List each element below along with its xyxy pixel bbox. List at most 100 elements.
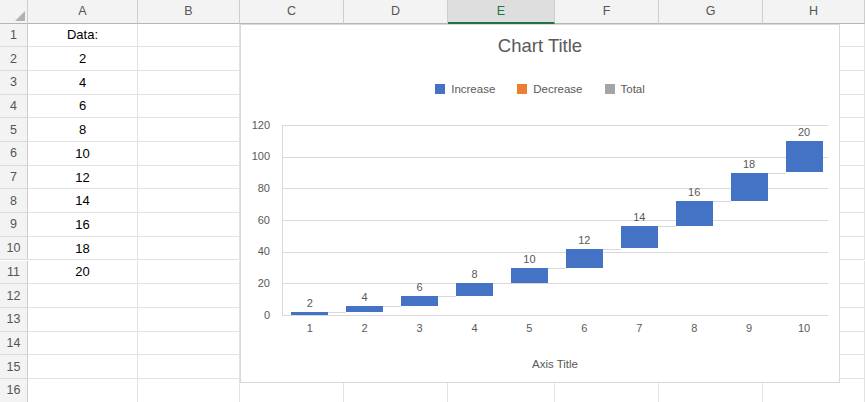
x-axis-tick-label: 2 <box>338 322 392 334</box>
data-label[interactable]: 14 <box>612 211 666 223</box>
row-header-1[interactable]: 1 <box>0 24 28 48</box>
cell-B10[interactable] <box>138 237 240 261</box>
waterfall-bar-10[interactable] <box>786 141 823 173</box>
data-label[interactable]: 10 <box>502 253 556 265</box>
connector-line <box>768 173 786 174</box>
data-label[interactable]: 4 <box>338 291 392 303</box>
cell-B5[interactable] <box>138 118 240 142</box>
row-header-14[interactable]: 14 <box>0 332 28 356</box>
chart[interactable]: Chart Title IncreaseDecreaseTotal 020406… <box>240 24 840 383</box>
waterfall-bar-1[interactable] <box>291 312 328 315</box>
cell-A15[interactable] <box>28 355 138 379</box>
chart-legend: Increase Decrease Total <box>241 81 839 97</box>
cell-B13[interactable] <box>138 308 240 332</box>
data-label[interactable]: 16 <box>667 186 721 198</box>
cell-A7[interactable]: 12 <box>28 166 138 190</box>
cell-A2[interactable]: 2 <box>28 47 138 71</box>
cell-B1[interactable] <box>138 24 240 48</box>
waterfall-bar-5[interactable] <box>511 268 548 284</box>
column-header-e[interactable]: E <box>448 0 555 24</box>
cell-A6[interactable]: 10 <box>28 142 138 166</box>
data-label[interactable]: 20 <box>777 126 831 138</box>
row-header-12[interactable]: 12 <box>0 284 28 308</box>
data-label[interactable]: 12 <box>557 234 611 246</box>
cell-A3[interactable]: 4 <box>28 71 138 95</box>
y-axis-tick-label: 120 <box>241 119 270 131</box>
legend-swatch-icon <box>517 84 527 94</box>
cell-B12[interactable] <box>138 284 240 308</box>
waterfall-bar-6[interactable] <box>566 249 603 268</box>
cell-B11[interactable] <box>138 261 240 285</box>
select-all-corner[interactable] <box>0 0 28 24</box>
x-axis-tick-label: 5 <box>502 322 556 334</box>
row-header-15[interactable]: 15 <box>0 355 28 379</box>
row-header-11[interactable]: 11 <box>0 261 28 285</box>
column-header-h[interactable]: H <box>763 0 865 24</box>
column-header-b[interactable]: B <box>138 0 240 24</box>
column-header-g[interactable]: G <box>659 0 763 24</box>
row-header-2[interactable]: 2 <box>0 47 28 71</box>
legend-item-total[interactable]: Total <box>605 83 645 95</box>
cell-A10[interactable]: 18 <box>28 237 138 261</box>
legend-item-increase[interactable]: Increase <box>435 83 495 95</box>
column-header-d[interactable]: D <box>344 0 448 24</box>
x-axis-title[interactable]: Axis Title <box>282 358 828 370</box>
cell-B6[interactable] <box>138 142 240 166</box>
cell-A14[interactable] <box>28 332 138 356</box>
cell-A1[interactable]: Data: <box>28 24 138 48</box>
chart-title[interactable]: Chart Title <box>241 35 839 57</box>
y-axis-tick-label: 20 <box>241 277 270 289</box>
legend-item-decrease[interactable]: Decrease <box>517 83 582 95</box>
x-axis-tick-label: 1 <box>283 322 337 334</box>
cell-A9[interactable]: 16 <box>28 213 138 237</box>
cell-B14[interactable] <box>138 332 240 356</box>
cell-A12[interactable] <box>28 284 138 308</box>
row-header-6[interactable]: 6 <box>0 142 28 166</box>
column-header-f[interactable]: F <box>555 0 659 24</box>
cell-A5[interactable]: 8 <box>28 118 138 142</box>
cell-A16[interactable] <box>28 379 138 402</box>
cell-B4[interactable] <box>138 95 240 119</box>
data-label[interactable]: 18 <box>722 158 776 170</box>
cell-A11[interactable]: 20 <box>28 261 138 285</box>
cell-B3[interactable] <box>138 71 240 95</box>
data-label[interactable]: 6 <box>393 281 447 293</box>
data-label[interactable]: 8 <box>447 268 501 280</box>
row-header-7[interactable]: 7 <box>0 166 28 190</box>
legend-label: Decrease <box>533 83 582 95</box>
cell-A4[interactable]: 6 <box>28 95 138 119</box>
x-axis-tick-label: 9 <box>722 322 776 334</box>
row-header-9[interactable]: 9 <box>0 213 28 237</box>
cell-B15[interactable] <box>138 355 240 379</box>
cell-B9[interactable] <box>138 213 240 237</box>
cell-B16[interactable] <box>138 379 240 402</box>
x-axis-tick-label: 6 <box>557 322 611 334</box>
waterfall-bar-7[interactable] <box>621 226 658 248</box>
cell-B2[interactable] <box>138 47 240 71</box>
data-label[interactable]: 2 <box>283 297 337 309</box>
cell-B7[interactable] <box>138 166 240 190</box>
row-header-4[interactable]: 4 <box>0 95 28 119</box>
row-header-10[interactable]: 10 <box>0 237 28 261</box>
legend-swatch-icon <box>605 84 615 94</box>
row-header-8[interactable]: 8 <box>0 189 28 213</box>
waterfall-bar-9[interactable] <box>731 173 768 202</box>
row-header-5[interactable]: 5 <box>0 118 28 142</box>
waterfall-bar-2[interactable] <box>346 306 383 312</box>
row-header-3[interactable]: 3 <box>0 71 28 95</box>
cell-A8[interactable]: 14 <box>28 189 138 213</box>
legend-swatch-icon <box>435 84 445 94</box>
column-header-a[interactable]: A <box>28 0 138 24</box>
column-header-c[interactable]: C <box>240 0 344 24</box>
connector-line <box>328 312 346 313</box>
y-axis-tick-label: 40 <box>241 245 270 257</box>
row-header-13[interactable]: 13 <box>0 308 28 332</box>
cell-A13[interactable] <box>28 308 138 332</box>
row-header-16[interactable]: 16 <box>0 379 28 402</box>
waterfall-bar-8[interactable] <box>676 201 713 226</box>
waterfall-bar-3[interactable] <box>401 296 438 306</box>
connector-line <box>548 268 566 269</box>
connector-line <box>438 296 456 297</box>
cell-B8[interactable] <box>138 189 240 213</box>
waterfall-bar-4[interactable] <box>456 283 493 296</box>
